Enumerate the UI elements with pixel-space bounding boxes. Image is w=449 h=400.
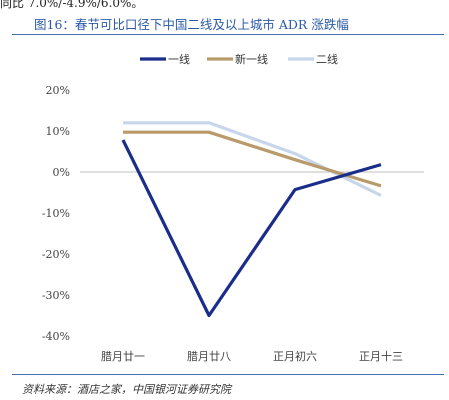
- series-line-1: [121, 139, 382, 318]
- legend-label-3: 二线: [316, 52, 338, 66]
- x-tick-label: 腊月廿八: [187, 350, 231, 363]
- series-line-3: [123, 121, 382, 197]
- chart-legend: 一线 新一线 二线: [140, 52, 338, 66]
- source-divider: [12, 374, 444, 375]
- x-tick-label: 正月初六: [273, 349, 317, 363]
- y-tick-label: -20%: [42, 248, 70, 261]
- y-tick-label: 0%: [53, 166, 70, 179]
- legend-label-2: 新一线: [235, 52, 268, 66]
- line-chart: 一线 新一线 二线 20%10%0%-10%-20%-30%-40% 腊月廿一 腊月廿…: [42, 52, 424, 363]
- top-text: 同比 7.0%/-4.9%/6.0%。: [0, 0, 144, 10]
- y-tick-label: -30%: [42, 289, 70, 302]
- x-axis: 腊月廿一 腊月廿八 正月初六 正月十三: [80, 171, 424, 363]
- y-axis: 20% 10% 0% -10% -20% -30% -40%: [42, 84, 70, 343]
- y-tick-label: 20%: [46, 84, 70, 97]
- legend-label-1: 一线: [168, 52, 190, 66]
- y-tick-label: -40%: [42, 330, 70, 343]
- series-line-2: [123, 130, 382, 188]
- x-tick-label: 腊月廿一: [101, 350, 145, 363]
- figure-title: 图16：春节可比口径下中国二线及以上城市 ADR 涨跌幅: [34, 17, 349, 32]
- y-tick-label: -10%: [42, 207, 70, 220]
- x-tick-label: 正月十三: [359, 349, 403, 363]
- y-tick-label: 10%: [46, 125, 70, 138]
- title-divider: [12, 34, 444, 35]
- chart-series: [121, 121, 382, 318]
- source-note: 资料来源：酒店之家，中国银河证券研究院: [22, 383, 231, 396]
